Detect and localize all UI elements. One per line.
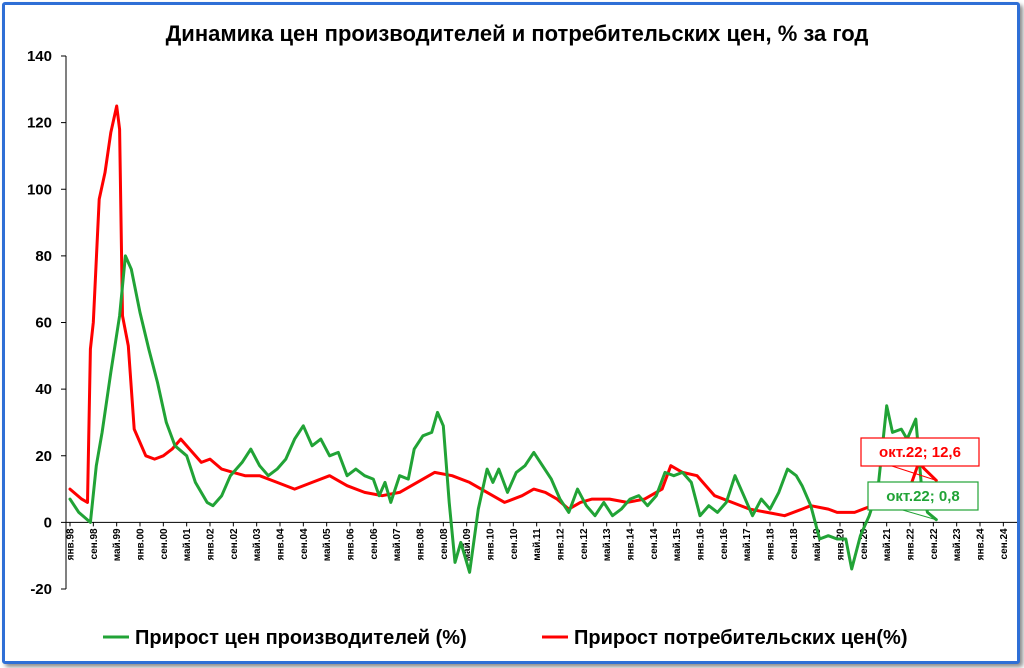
x-tick-label: сен.04 <box>299 528 310 560</box>
x-tick-label: янв.22 <box>906 528 917 560</box>
y-tick-label: 120 <box>27 115 52 132</box>
series-layer <box>68 104 938 574</box>
x-tick-label: май.17 <box>742 528 753 561</box>
x-tick-label: янв.04 <box>276 528 287 560</box>
x-tick-label: сен.16 <box>719 528 730 560</box>
chart-canvas: Динамика цен производителей и потребител… <box>27 21 1017 649</box>
x-tick-label: сен.06 <box>369 528 380 560</box>
x-tick-label: сен.02 <box>229 528 240 560</box>
x-tick-label: янв.02 <box>206 528 217 560</box>
x-tick-label: сен.18 <box>789 528 800 560</box>
x-tick-label: янв.16 <box>696 528 707 560</box>
x-tick-label: май.05 <box>322 528 333 561</box>
x-tick-label: янв.12 <box>556 528 567 560</box>
x-tick-label: янв.08 <box>416 528 427 560</box>
x-tick-label: сен.22 <box>929 528 940 560</box>
y-tick-label: 140 <box>27 48 52 65</box>
x-tick-label: янв.20 <box>836 528 847 560</box>
x-tick-label: янв.06 <box>346 528 357 560</box>
y-tick-label: 80 <box>35 248 52 265</box>
x-tick-label: сен.20 <box>859 528 870 560</box>
x-tick-label: май.13 <box>602 528 613 561</box>
chart-title: Динамика цен производителей и потребител… <box>166 21 869 46</box>
callout-label-producer: окт.22; 0,8 <box>886 488 960 505</box>
y-tick-label: 20 <box>35 448 52 465</box>
x-tick-label: май.15 <box>672 528 683 561</box>
callout-label-consumer: окт.22; 12,6 <box>879 444 961 461</box>
x-tick-label: янв.10 <box>486 528 497 560</box>
x-tick-label: сен.98 <box>89 528 100 560</box>
x-tick-label: янв.98 <box>66 528 77 560</box>
x-tick-label: сен.00 <box>159 528 170 560</box>
x-tick-label: янв.00 <box>136 528 147 560</box>
x-tick-label: сен.14 <box>649 528 660 560</box>
y-tick-label: 60 <box>35 315 52 332</box>
x-tick-label: май.21 <box>882 528 893 561</box>
y-tick-label: -20 <box>30 581 52 598</box>
x-tick-label: сен.08 <box>439 528 450 560</box>
x-tick-label: май.07 <box>392 528 403 561</box>
x-tick-label: май.09 <box>462 528 473 561</box>
x-tick-label: май.11 <box>532 528 543 561</box>
x-tick-label: май.99 <box>112 528 123 561</box>
y-tick-label: 100 <box>27 181 52 198</box>
x-tick-label: сен.24 <box>999 528 1010 560</box>
x-tick-label: янв.14 <box>626 528 637 560</box>
x-tick-label: сен.12 <box>579 528 590 560</box>
x-tick-label: янв.24 <box>976 528 987 560</box>
callouts: окт.22; 12,6 окт.22; 0,8 <box>860 437 980 521</box>
legend: Прирост цен производителей (%) Прирост по… <box>103 627 907 649</box>
legend-label-producer: Прирост цен производителей (%) <box>135 627 467 649</box>
y-tick-label: 40 <box>35 381 52 398</box>
series-line-consumer-prices <box>68 104 938 518</box>
x-tick-label: янв.18 <box>766 528 777 560</box>
axes: -20 0 20 40 60 80 100 120 140 янв.98 сен.98 май.99 я… <box>27 48 1017 598</box>
x-tick-label: май.03 <box>252 528 263 561</box>
series-line-producer-prices <box>68 254 938 574</box>
x-tick-label: май.01 <box>182 528 193 561</box>
legend-label-consumer: Прирост потребительских цен(%) <box>574 627 907 649</box>
x-tick-label: май.23 <box>952 528 963 561</box>
callout-box-producer <box>867 481 979 511</box>
y-tick-label: 0 <box>44 514 52 531</box>
x-tick-label: сен.10 <box>509 528 520 560</box>
x-tick-label: май.19 <box>812 528 823 561</box>
callout-box-consumer <box>860 437 980 467</box>
